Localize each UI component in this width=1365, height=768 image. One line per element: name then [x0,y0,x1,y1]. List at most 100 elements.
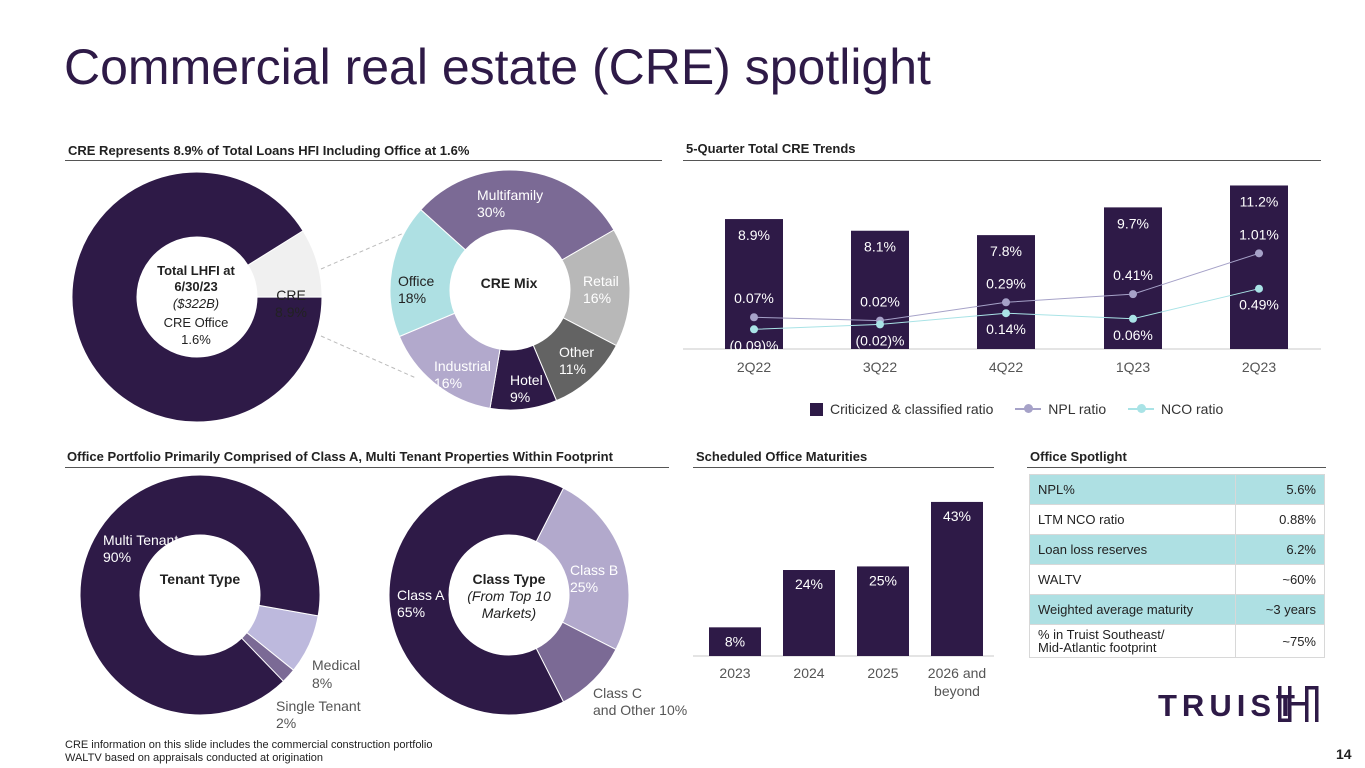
npl-label: 0.07% [734,290,774,306]
section-rule [683,160,1321,161]
connector-line [320,335,417,379]
slice-multifamily [420,169,615,261]
lhfi-center-line4: CRE Office [164,315,229,330]
value-cell: ~60% [1235,564,1325,595]
slice-label-cre: CRE [276,287,306,303]
value-cell: 0.88% [1235,504,1325,535]
maturity-category-label: 2023 [719,665,750,681]
npl-point [750,313,758,322]
office-spotlight-table: NPL% 5.6% LTM NCO ratio 0.88% Loan loss re… [1029,474,1325,658]
nco-point [1255,284,1263,293]
slice-label-class-c-rest: and Other 10% [593,702,687,718]
legend-swatch-npl [1015,404,1042,414]
slice-label-industrial-pct: 16% [434,375,462,391]
slice-label-retail: Retail [583,273,619,289]
slice-label-retail-pct: 16% [583,290,611,306]
slice-label-office-pct: 18% [398,290,426,306]
section-header-cre-loans: CRE Represents 8.9% of Total Loans HFI I… [68,143,470,158]
lhfi-center-line2: 6/30/23 [174,279,217,294]
value-cell: ~75% [1235,624,1325,658]
metric-cell: LTM NCO ratio [1029,504,1236,535]
nco-point [750,325,758,334]
nco-label: 0.14% [986,321,1026,337]
maturity-bar [931,501,983,656]
class-donut [388,474,630,716]
slice-non-cre [71,171,323,423]
connector-line [320,225,421,270]
section-header-office-spotlight: Office Spotlight [1030,449,1127,464]
lhfi-center-line3: ($322B) [173,296,219,311]
class-center-line1: Class Type [473,571,546,587]
trends-legend: Criticized & classified ratio NPL ratio … [810,400,1241,417]
maturity-bar [783,570,835,656]
slice-label-class-a-pct: 65% [397,604,425,620]
section-header-office-portfolio: Office Portfolio Primarily Comprised of … [67,449,613,464]
page-number: 14 [1336,746,1352,762]
nco-point [1002,309,1010,318]
legend-item-npl: NPL ratio [1015,401,1106,417]
metric-cell: Weighted average maturity [1029,594,1236,625]
legend-item-nco: NCO ratio [1128,401,1223,417]
slice-label-class-c: Class C [593,685,642,701]
class-center-line3: Markets) [482,605,536,621]
table-row: NPL% 5.6% [1029,474,1325,505]
slice-label-hotel: Hotel [510,372,543,388]
trend-category-label: 2Q23 [1242,359,1276,375]
slice-label-single-tenant-pct: 2% [276,715,296,731]
slice-label-medical: Medical [312,657,360,673]
metric-cell: % in Truist Southeast/Mid-Atlantic footp… [1029,624,1236,658]
slice-label-cre-pct: 8.9% [275,304,307,320]
trend-bar-label: 7.8% [990,243,1022,259]
nco-point [876,320,884,329]
table-row: Loan loss reserves 6.2% [1029,534,1325,565]
tenant-center-label: Tenant Type [160,571,241,587]
metric-cell: Loan loss reserves [1029,534,1236,565]
slice-label-multifamily-pct: 30% [477,204,505,220]
section-rule [693,467,994,468]
legend-swatch-nco [1128,404,1155,414]
slice-label-class-a: Class A [397,587,445,603]
maturity-category-label: 2025 [867,665,898,681]
trend-bar [1230,185,1288,349]
npl-label: 0.02% [860,294,900,310]
maturity-bar [709,627,761,656]
footnote: WALTV based on appraisals conducted at o… [65,752,324,764]
legend-label-nco: NCO ratio [1161,401,1224,418]
table-row: % in Truist Southeast/Mid-Atlantic footp… [1029,624,1325,658]
trend-bar-label: 8.9% [738,227,770,243]
metric-line1: % in Truist Southeast/ [1038,627,1165,642]
slice-label-multifamily: Multifamily [477,187,543,203]
maturity-bar [857,566,909,656]
lhfi-center-line5: 1.6% [181,332,211,347]
trend-category-label: 2Q22 [737,359,771,375]
slice-label-multi-tenant: Multi Tenant [103,532,178,548]
legend-item-cc: Criticized & classified ratio [810,401,993,417]
tenant-donut [79,474,321,716]
npl-point [1129,290,1137,299]
maturity-bar-label: 24% [795,576,823,592]
cre-mix-center-label: CRE Mix [481,275,538,291]
metric-cell: NPL% [1029,474,1236,505]
slice-multi-tenant [79,474,321,716]
legend-label-npl: NPL ratio [1048,401,1107,418]
slice-office [389,208,467,338]
nco-label: 0.06% [1113,327,1153,343]
trend-bar-label: 8.1% [864,239,896,255]
maturity-bar-label: 43% [943,508,971,524]
table-row: LTM NCO ratio 0.88% [1029,504,1325,535]
trend-bar-label: 9.7% [1117,215,1149,231]
trend-category-label: 3Q22 [863,359,897,375]
legend-label-cc: Criticized & classified ratio [830,401,994,418]
slice-class-b [535,487,630,651]
trend-bar [1104,207,1162,349]
class-center-line2: (From Top 10 [467,588,551,604]
maturity-bar-label: 25% [869,572,897,588]
metric-line2: Mid-Atlantic footprint [1038,640,1157,655]
value-cell: 5.6% [1235,474,1325,505]
section-rule [1027,467,1326,468]
section-rule [65,160,662,161]
slice-class-a [388,474,565,716]
